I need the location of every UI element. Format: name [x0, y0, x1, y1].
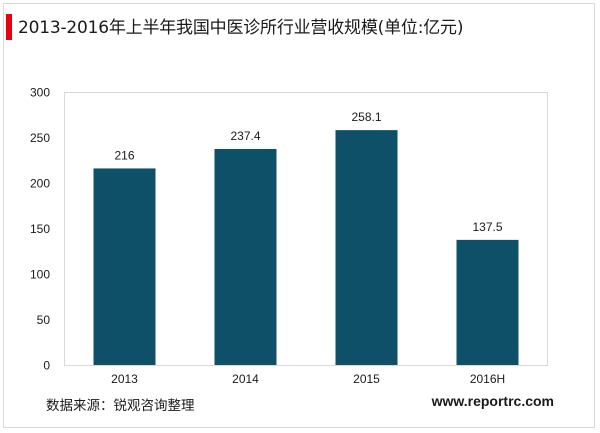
x-tick-label: 2014 [232, 372, 259, 386]
title-accent-bar [6, 14, 12, 40]
x-tick-label: 2016H [470, 372, 505, 386]
y-tick-label: 0 [43, 359, 50, 373]
data-label: 216 [114, 148, 134, 162]
bar [93, 168, 156, 365]
x-tick-label: 2013 [111, 372, 138, 386]
y-tick-label: 250 [30, 131, 50, 145]
bar [456, 239, 519, 365]
y-tick-label: 150 [30, 222, 50, 236]
plot-area [64, 92, 548, 366]
bar [335, 130, 398, 365]
chart-frame [3, 3, 595, 428]
data-label: 258.1 [351, 110, 381, 124]
website-watermark: www.reportrc.com [431, 393, 554, 409]
y-tick-label: 50 [37, 313, 51, 327]
y-tick-label: 300 [30, 86, 50, 100]
y-tick-label: 100 [30, 268, 50, 282]
data-label: 237.4 [230, 129, 260, 143]
x-tick-label: 2015 [353, 372, 380, 386]
chart-title: 2013-2016年上半年我国中医诊所行业营收规模(单位:亿元) [18, 18, 464, 38]
data-label: 137.5 [472, 220, 502, 234]
y-tick-label: 200 [30, 177, 50, 191]
bar [214, 148, 277, 365]
data-source: 数据来源：锐观咨询整理 [46, 398, 195, 414]
